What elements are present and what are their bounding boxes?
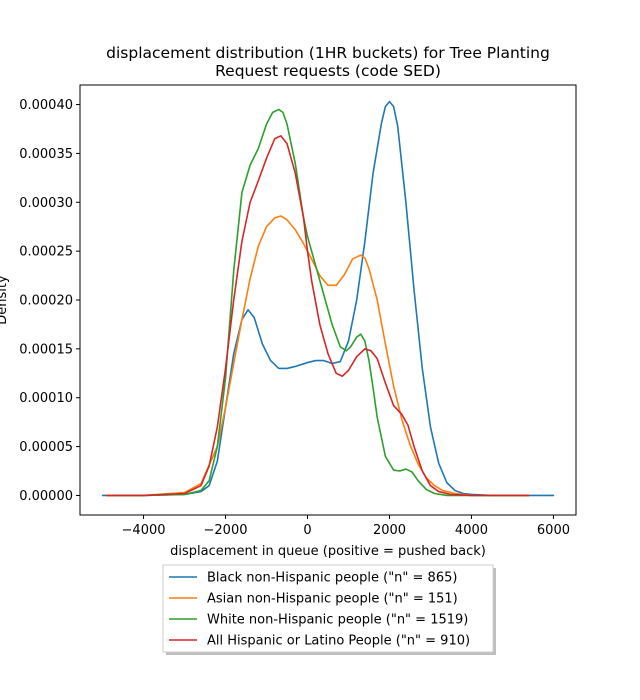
legend-label-1: Asian non-Hispanic people ("n" = 151) <box>207 592 458 607</box>
x-tick-label: −2000 <box>204 523 248 538</box>
series-line-1 <box>105 215 530 497</box>
plot-frame <box>79 84 577 516</box>
x-tick-label: 6000 <box>537 523 570 538</box>
series-line-2 <box>105 108 530 497</box>
y-tick-label: 0.00000 <box>19 489 73 504</box>
legend-label-3: All Hispanic or Latino People ("n" = 910… <box>207 634 470 649</box>
x-tick-label: 0 <box>303 523 311 538</box>
chart-title-line-2: Request requests (code SED) <box>215 62 441 80</box>
chart-title-line-1: displacement distribution (1HR buckets) … <box>106 44 550 62</box>
x-tick-label: −4000 <box>122 523 166 538</box>
legend-box <box>162 564 494 653</box>
x-tick-label: 4000 <box>455 523 488 538</box>
y-axis-ticks: 0.00000 0.00005 0.00010 0.00015 0.00020 0.000… <box>19 98 80 504</box>
x-tick-label: 2000 <box>373 523 406 538</box>
series-line-3 <box>105 135 530 497</box>
chart-title: displacement distribution (1HR buckets) … <box>106 44 550 80</box>
y-axis-label: Density <box>0 275 10 325</box>
series-line-0 <box>101 100 555 497</box>
y-tick-label: 0.00040 <box>19 98 73 113</box>
legend-label-0: Black non-Hispanic people ("n" = 865) <box>207 571 457 586</box>
y-tick-label: 0.00035 <box>19 147 73 162</box>
legend-entries: Black non-Hispanic people ("n" = 865) Asi… <box>169 571 470 649</box>
y-tick-label: 0.00030 <box>19 196 73 211</box>
y-tick-label: 0.00015 <box>19 342 73 357</box>
x-axis-ticks: −4000 −2000 0 2000 4000 6000 <box>122 515 570 538</box>
series-lines <box>101 100 555 497</box>
x-axis-label: displacement in queue (positive = pushed… <box>170 544 486 559</box>
y-tick-label: 0.00005 <box>19 440 73 455</box>
legend-label-2: White non-Hispanic people ("n" = 1519) <box>207 613 468 628</box>
y-tick-label: 0.00010 <box>19 391 73 406</box>
y-tick-label: 0.00020 <box>19 294 73 309</box>
legend: Black non-Hispanic people ("n" = 865) Asi… <box>162 564 496 655</box>
y-tick-label: 0.00025 <box>19 245 73 260</box>
